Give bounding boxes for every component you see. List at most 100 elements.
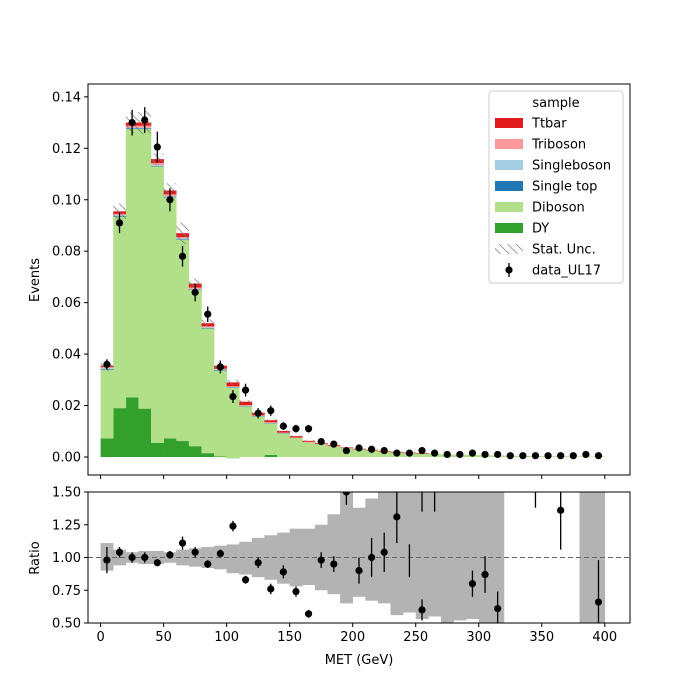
legend-item-singleboson: Singleboson <box>495 159 611 174</box>
bar-triboson-10 <box>226 386 240 388</box>
data-point-39 <box>594 452 603 460</box>
bar-diboson-1 <box>113 216 127 409</box>
data-point-21 <box>368 445 376 453</box>
y-tick-label: 0.12 <box>52 142 81 157</box>
ratio-point-27 <box>494 604 502 613</box>
bar-diboson-8 <box>201 328 215 454</box>
y-tick-label: 0.00 <box>52 450 81 465</box>
ratio-band-6 <box>176 549 190 566</box>
data-point-4 <box>153 143 161 151</box>
stat-unc-15 <box>289 435 303 437</box>
bar-triboson-15 <box>289 437 303 439</box>
ratio-point-17 <box>317 556 325 564</box>
data-point-17 <box>317 437 325 446</box>
legend-item-triboson: Triboson <box>495 138 586 153</box>
y-tick-label: 1.50 <box>52 486 81 501</box>
bar-triboson-11 <box>239 405 253 406</box>
y-tick-label: 0.04 <box>52 348 81 363</box>
legend-label: Triboson <box>531 138 586 153</box>
stat-unc-6 <box>176 222 189 245</box>
y-tick-label: 0.14 <box>52 90 81 105</box>
legend-label: Diboson <box>532 201 585 216</box>
main-y-ticks: 0.00 0.02 0.04 0.06 0.08 0.10 0.12 0.14 <box>52 90 88 465</box>
ratio-point-21 <box>368 553 376 562</box>
stat-unc-11 <box>239 400 252 404</box>
ratio-point-22 <box>380 548 388 556</box>
stacked-histogram <box>100 122 606 459</box>
ratio-band-20 <box>352 507 366 597</box>
main-axes-frame <box>87 83 631 476</box>
data-point-30 <box>481 450 489 459</box>
data-point-7 <box>191 288 199 296</box>
ratio-point-0 <box>103 556 111 564</box>
main-x-ticks <box>100 475 606 479</box>
ratio-point-15 <box>292 587 300 596</box>
bar-diboson-17 <box>314 444 328 457</box>
legend-item-single-top: Single top <box>495 180 597 195</box>
data-point-31 <box>494 450 502 459</box>
legend-item-ttbar: Ttbar <box>495 117 567 132</box>
data-point-9 <box>216 363 224 371</box>
ratio-band-18 <box>327 514 341 595</box>
data-point-26 <box>431 449 439 457</box>
bar-singleboson-10 <box>226 387 240 388</box>
bar-dy-0 <box>100 438 114 457</box>
y-tick-label: 1.25 <box>52 518 81 533</box>
legend-label: Ttbar <box>531 117 567 132</box>
data-point-3 <box>141 116 149 124</box>
x-tick-label: 50 <box>155 630 172 645</box>
legend-item-diboson: Diboson <box>495 201 585 216</box>
bar-diboson-14 <box>277 433 290 457</box>
bar-diboson-22 <box>377 451 391 457</box>
ratio-band-16 <box>302 528 316 586</box>
data-point-27 <box>443 450 451 459</box>
ratio-band-25 <box>415 492 429 620</box>
ratio-y-axis-label: Ratio <box>28 541 43 574</box>
data-point-28 <box>456 450 464 459</box>
data-point-32 <box>506 452 514 460</box>
bar-singleboson-4 <box>151 165 164 166</box>
stack-diboson <box>100 129 606 459</box>
bar-triboson-14 <box>277 432 290 434</box>
data-point-20 <box>355 444 363 452</box>
ratio-point-8 <box>204 560 212 568</box>
y-tick-label: 1.00 <box>52 551 81 566</box>
bar-diboson-13 <box>264 423 278 455</box>
ratio-point-9 <box>216 549 224 558</box>
stat-unc-14 <box>277 430 290 432</box>
ratio-point-14 <box>279 568 287 576</box>
data-points <box>103 107 603 460</box>
ratio-band-39 <box>592 492 606 623</box>
data-point-5 <box>166 196 174 204</box>
bar-diboson-25 <box>415 453 429 457</box>
ratio-point-4 <box>153 559 161 567</box>
legend-item-data_ul17: data_UL17 <box>505 263 601 279</box>
data-point-34 <box>531 452 540 460</box>
legend-swatch <box>495 160 523 170</box>
x-axis-label: MET (GeV) <box>325 653 394 668</box>
legend-hatch <box>495 244 523 254</box>
legend-label: Stat. Unc. <box>532 243 596 258</box>
ratio-point-1 <box>115 548 124 556</box>
data-point-14 <box>279 422 287 430</box>
ratio-point-10 <box>229 522 237 530</box>
data-point-0 <box>103 360 111 368</box>
bar-diboson-2 <box>125 129 139 398</box>
ratio-y-ticks: 0.50 0.75 1.00 1.25 1.50 <box>52 486 88 632</box>
legend-label: Single top <box>532 180 597 195</box>
ratio-point-23 <box>393 513 401 521</box>
x-tick-label: 250 <box>403 630 428 645</box>
bar-triboson-13 <box>264 422 278 423</box>
ratio-point-6 <box>178 539 187 547</box>
legend-swatch <box>495 118 523 128</box>
ratio-point-26 <box>481 570 489 579</box>
legend-swatch <box>495 139 523 149</box>
bar-diboson-7 <box>188 289 202 447</box>
x-tick-label: 0 <box>96 630 104 645</box>
ratio-band-13 <box>264 535 278 580</box>
bar-singleboson-11 <box>239 405 253 407</box>
ratio-band-19 <box>340 492 353 604</box>
bar-diboson-11 <box>239 406 253 457</box>
stat-unc-13 <box>264 419 278 422</box>
